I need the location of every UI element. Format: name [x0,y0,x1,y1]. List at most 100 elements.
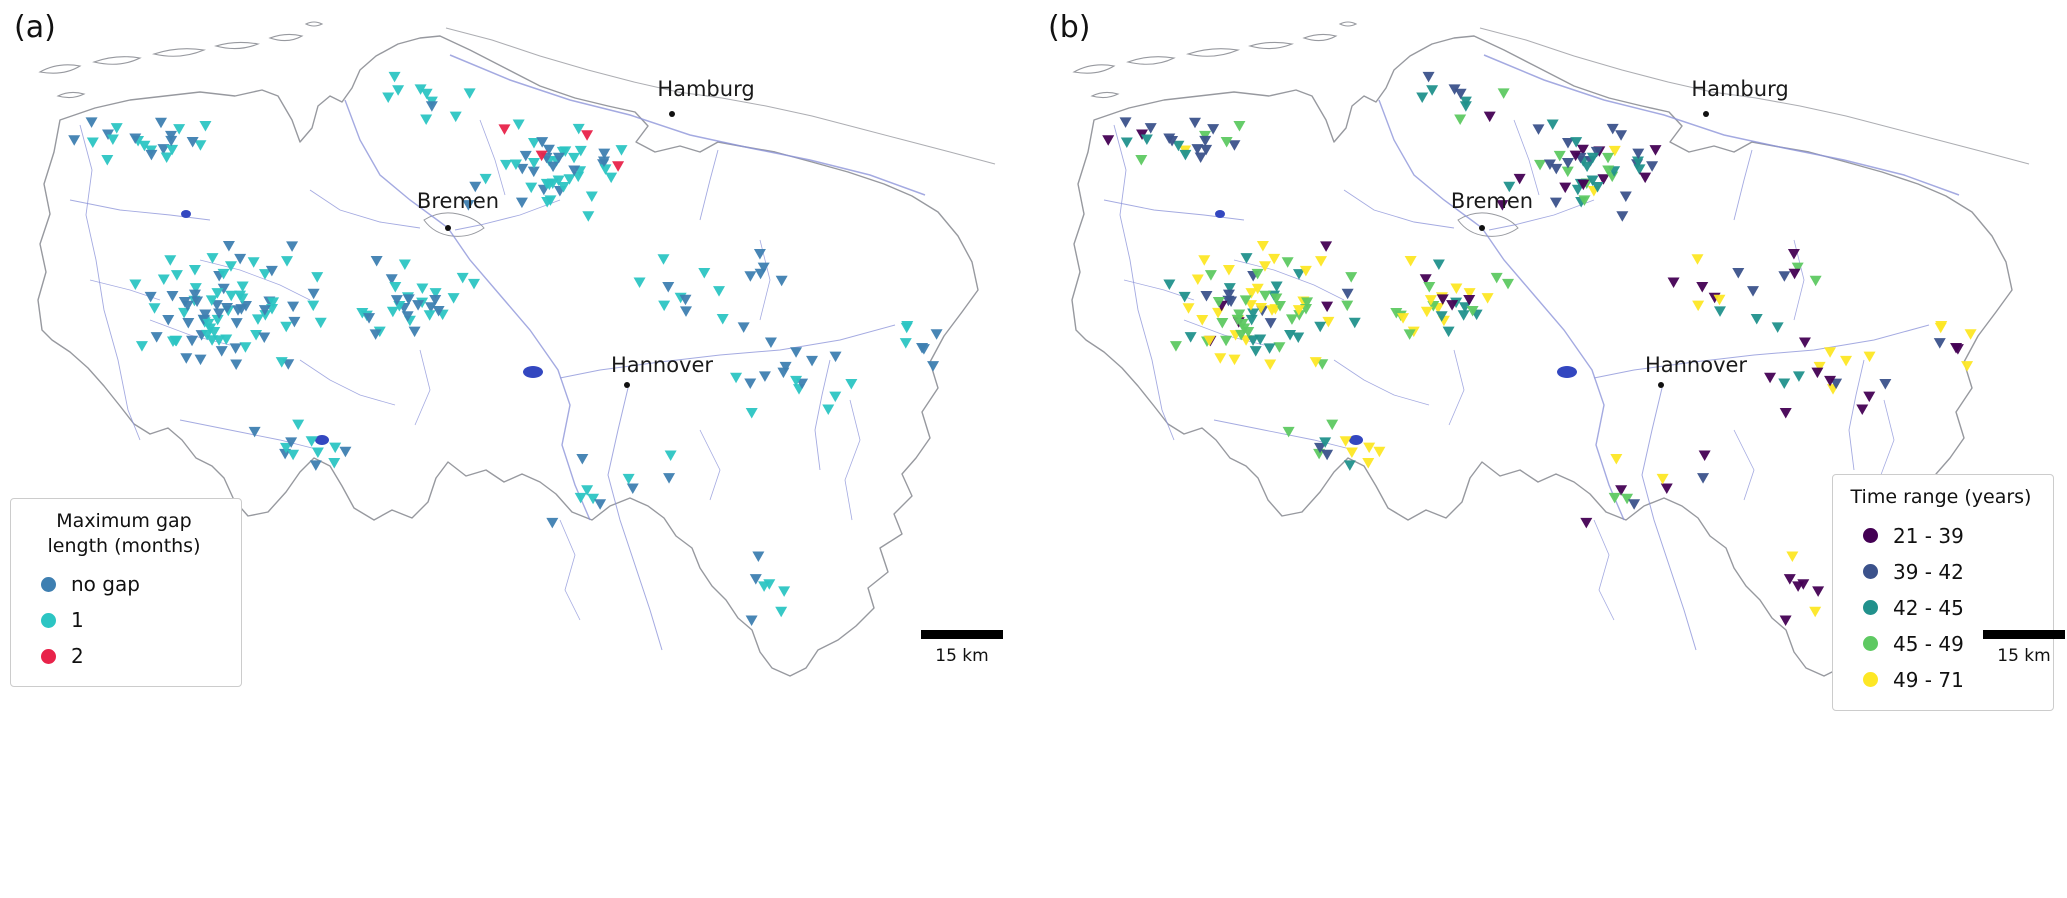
station-marker [1292,305,1305,316]
station-marker [749,574,762,585]
station-marker [287,449,300,461]
station-marker [1319,437,1332,448]
legend-max-gap-title: Maximum gap length (months) [25,509,223,558]
station-marker [581,130,594,141]
station-marker [281,256,294,267]
station-marker [1503,181,1516,193]
station-marker [1220,137,1233,148]
city-label: Hannover [611,353,713,377]
station-marker [1273,300,1286,312]
station-marker [737,322,750,333]
station-marker [1778,271,1791,282]
station-marker [547,161,560,173]
city-dot [445,225,451,231]
station-marker [1345,447,1358,459]
city-dot [1703,111,1709,117]
station-marker [1553,150,1566,162]
lake [181,210,191,218]
station-marker [1578,195,1591,206]
station-marker [129,133,142,144]
station-marker [1691,254,1704,265]
station-marker [574,145,587,157]
station-marker [1135,155,1148,166]
station-marker [1247,335,1260,346]
station-marker [1692,300,1705,312]
station-marker [1481,293,1494,304]
river-line [1641,387,1697,651]
station-marker [307,288,320,300]
station-marker [369,329,382,340]
station-marker [1301,297,1314,308]
station-marker [1631,156,1644,168]
station-marker [188,265,201,276]
station-marker [1569,150,1582,162]
island-outline [214,41,260,50]
station-marker [1270,281,1283,292]
station-marker [423,310,436,321]
station-marker [1363,442,1376,454]
river-line [309,189,421,229]
station-marker [202,318,215,330]
legend-item-label: 2 [71,644,84,669]
station-marker [1119,117,1132,128]
station-marker [1326,419,1339,431]
station-marker [1792,581,1805,592]
station-marker [1964,329,1977,340]
station-marker [1259,290,1272,302]
station-marker [208,326,221,338]
island-outline [304,21,324,27]
station-marker [745,407,758,419]
station-marker [110,123,123,134]
station-marker [557,182,570,193]
station-marker [582,211,595,222]
station-marker [239,300,252,312]
station-marker [173,124,186,135]
station-marker [248,426,261,438]
station-marker [311,272,324,283]
station-marker [615,145,628,156]
station-marker [1646,161,1659,172]
station-marker [1184,332,1197,343]
station-marker [401,311,414,322]
station-marker [1292,269,1305,280]
station-marker [1264,359,1277,370]
station-marker [194,140,207,151]
station-marker [1339,436,1352,447]
station-marker [186,335,199,347]
station-marker [1513,173,1526,185]
gap-2-swatch-icon [41,648,56,664]
island-outline [1185,48,1241,57]
station-marker [188,289,201,301]
station-marker [135,341,148,352]
station-marker [1602,165,1615,177]
river-line [1448,349,1465,426]
station-marker [663,473,676,484]
station-marker [1225,296,1238,308]
station-marker [1615,485,1628,496]
river-line [479,119,506,196]
city-label: Hamburg [1691,77,1788,101]
station-marker [1840,355,1853,367]
station-marker [222,240,235,252]
station-marker [1198,255,1211,266]
station-marker [1140,134,1153,146]
station-marker [1214,353,1227,364]
station-marker [236,281,249,292]
range-42-45-swatch-icon [1863,600,1878,616]
station-marker [154,117,167,129]
panel-b-label: (b) [1048,10,1091,45]
station-marker [412,300,425,311]
legend-item-gap-1: 1 [25,602,223,638]
station-marker [1534,159,1547,171]
city-label: Hamburg [657,77,754,101]
station-marker [587,493,600,505]
station-marker [597,156,610,168]
station-marker [744,378,757,389]
station-marker [1879,379,1892,390]
island-outline [38,64,82,74]
station-marker [1320,241,1333,252]
station-marker [1933,338,1946,349]
station-marker [509,159,522,170]
station-marker [1639,172,1652,184]
